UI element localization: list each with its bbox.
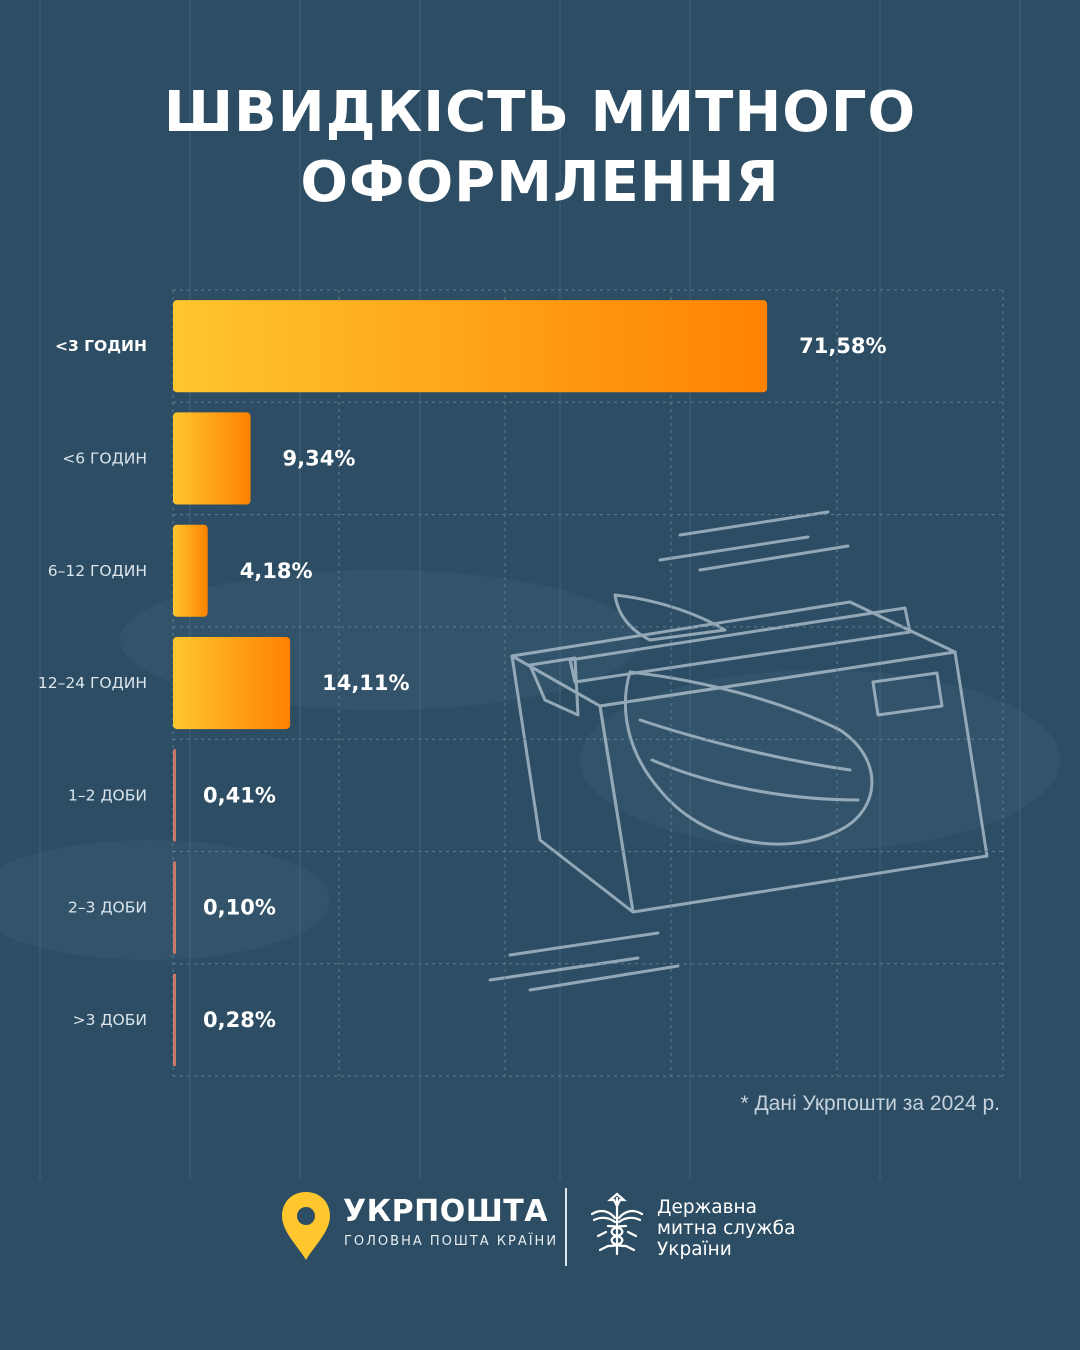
value-label: 71,58%: [799, 334, 886, 358]
ukrposhta-logo-text: УКРПОШТА: [343, 1194, 548, 1229]
category-label: 6–12 ГОДИН: [48, 562, 147, 580]
category-label: >3 ДОБИ: [73, 1011, 147, 1029]
title-line-2: ОФОРМЛЕННЯ: [300, 150, 780, 215]
ukrposhta-location-pin-icon: [282, 1192, 330, 1260]
chart-bars: [173, 300, 768, 1066]
ukrposhta-tagline: ГОЛОВНА ПОШТА КРАЇНИ: [344, 1234, 559, 1249]
bar-1: [173, 300, 768, 393]
bar-7: [173, 973, 176, 1066]
logo-divider: [565, 1188, 567, 1266]
chart-grid: [172, 289, 1004, 1077]
category-label: 2–3 ДОБИ: [68, 899, 147, 917]
bar-3: [173, 524, 208, 617]
footer: УКРПОШТА ГОЛОВНА ПОШТА КРАЇНИ Державна м…: [0, 1180, 1080, 1280]
value-label: 9,34%: [283, 446, 356, 470]
customs-name-line-1: Державна: [657, 1197, 757, 1218]
bar-2: [173, 412, 251, 505]
chart-labels: <3 ГОДИН 71,58% <6 ГОДИН 9,34% 6–12 ГОДИН 4,1…: [38, 334, 887, 1032]
page-title: ШВИДКІСТЬ МИТНОГО ОФОРМЛЕННЯ: [0, 78, 1080, 218]
value-label: 14,11%: [322, 671, 409, 695]
customs-service-name: Державна митна служба України: [657, 1197, 857, 1260]
bar-5: [173, 749, 176, 842]
title-line-1: ШВИДКІСТЬ МИТНОГО: [163, 80, 917, 145]
bar-6: [173, 861, 176, 954]
customs-name-line-2: митна служба: [657, 1218, 796, 1239]
customs-emblem-icon: [590, 1192, 644, 1256]
category-label: 1–2 ДОБИ: [68, 786, 147, 804]
value-label: 0,28%: [203, 1008, 276, 1032]
category-label: 12–24 ГОДИН: [38, 674, 147, 692]
data-source-footnote: * Дані Укрпошти за 2024 р.: [740, 1092, 1000, 1115]
bar-4: [173, 637, 291, 730]
value-label: 0,41%: [203, 783, 276, 807]
value-label: 4,18%: [240, 559, 313, 583]
value-label: 0,10%: [203, 896, 276, 920]
category-label: <3 ГОДИН: [55, 337, 147, 355]
category-label: <6 ГОДИН: [62, 449, 147, 467]
customs-name-line-3: України: [657, 1239, 732, 1260]
